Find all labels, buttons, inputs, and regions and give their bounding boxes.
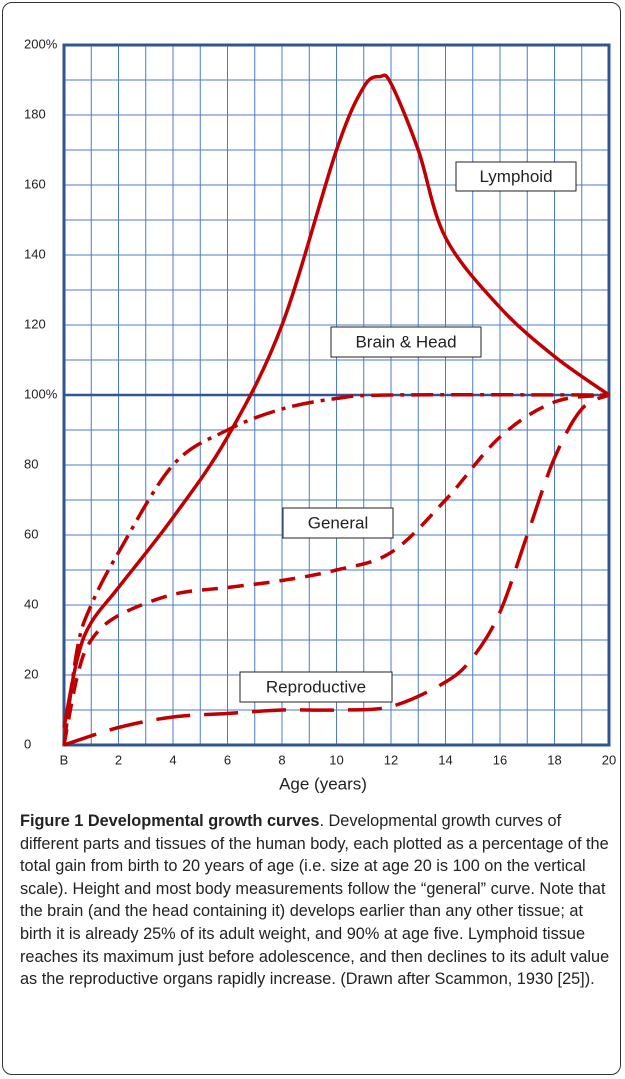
x-tick-label: 10 bbox=[329, 752, 343, 767]
series-label-box bbox=[239, 671, 393, 703]
line-series bbox=[62, 393, 610, 746]
y-tick-label: 40 bbox=[24, 596, 38, 611]
y-tick-label: 200% bbox=[24, 36, 58, 51]
series-label-box bbox=[282, 507, 394, 539]
series-label-box bbox=[455, 161, 577, 192]
y-tick-label: 0 bbox=[24, 736, 31, 751]
x-tick-label: 12 bbox=[384, 752, 398, 767]
y-tick-label: 120 bbox=[24, 316, 46, 331]
x-tick-label: B bbox=[60, 752, 69, 767]
y-tick-label: 140 bbox=[24, 246, 46, 261]
series-label: Brain & Head bbox=[355, 332, 456, 351]
x-tick-label: 18 bbox=[547, 752, 561, 767]
y-tick-label: 80 bbox=[24, 456, 38, 471]
series-label: General bbox=[308, 513, 368, 532]
x-tick-label: 20 bbox=[602, 752, 616, 767]
x-tick-label: 16 bbox=[493, 752, 507, 767]
series-label-box bbox=[330, 326, 482, 358]
series-label: Lymphoid bbox=[479, 167, 552, 186]
line-series bbox=[62, 392, 610, 746]
y-tick-label: 100% bbox=[24, 386, 58, 401]
y-tick-label: 60 bbox=[24, 526, 38, 541]
x-axis-label: Age (years) bbox=[279, 774, 367, 793]
y-tick-label: 20 bbox=[24, 666, 38, 681]
line-series bbox=[62, 73, 611, 728]
x-tick-label: 4 bbox=[169, 752, 176, 767]
y-tick-label: 180 bbox=[24, 106, 46, 121]
x-tick-label: 14 bbox=[438, 752, 452, 767]
caption: Figure 1 Developmental growth curves. De… bbox=[20, 810, 612, 991]
y-tick-label: 160 bbox=[24, 176, 46, 191]
caption-label: Figure 1 Developmental growth curves bbox=[20, 812, 320, 830]
x-tick-label: 6 bbox=[224, 752, 231, 767]
series-label: Reproductive bbox=[266, 677, 366, 696]
caption-text: . Developmental growth curves of differe… bbox=[20, 812, 610, 989]
line-series bbox=[63, 393, 610, 747]
x-tick-label: 2 bbox=[115, 752, 122, 767]
chart: Age (years) B 2 4 6 8 10 12 14 16 18 20 0 20 40 60 80 10… bbox=[24, 36, 616, 793]
x-tick-label: 8 bbox=[278, 752, 285, 767]
